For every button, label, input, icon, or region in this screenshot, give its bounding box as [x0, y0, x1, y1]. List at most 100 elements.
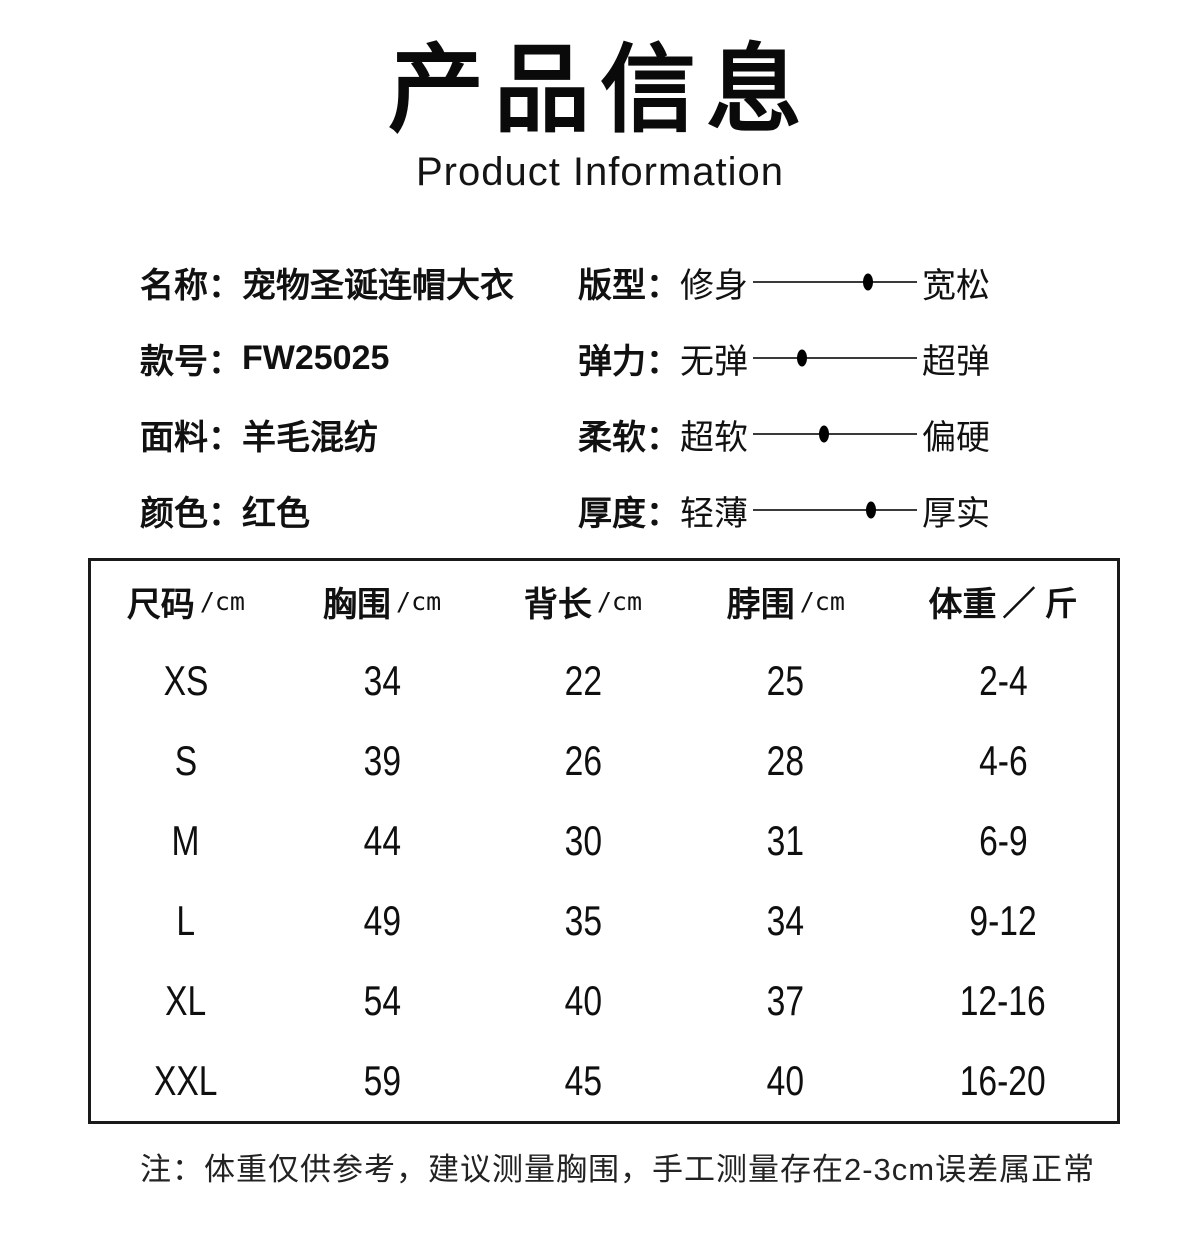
attribute-label: 颜色：	[140, 494, 242, 533]
measurement-value: 34	[363, 657, 401, 705]
attribute-label: 面料：	[140, 418, 242, 457]
page-title: 产品信息	[388, 37, 812, 144]
measurement-cell: 40	[483, 961, 682, 1041]
slider-label: 版型：	[578, 266, 680, 305]
measurement-value: 59	[363, 1057, 401, 1105]
slider-row: 版型： 修身 宽松	[578, 244, 990, 320]
measurement-cell: 44	[281, 801, 484, 881]
column-name: 胸围	[323, 585, 392, 624]
measurement-value: 39	[363, 737, 401, 785]
sliders-list: 版型： 修身 宽松 弹力： 无弹 超弹 柔软： 超软 偏硬 厚度： 轻薄 厚实	[578, 244, 990, 548]
slider-right-term: 厚实	[922, 494, 990, 533]
attribute-value: FW25025	[242, 338, 390, 377]
measurement-value: 44	[363, 817, 401, 865]
measurement-value: 4-6	[978, 737, 1028, 785]
attribute-value: 红色	[242, 494, 310, 533]
measurement-cell: 9-12	[889, 881, 1117, 961]
measurement-cell: 34	[682, 881, 889, 961]
size-label-cell: S	[91, 721, 281, 801]
measurement-cell: 6-9	[889, 801, 1117, 881]
slider-track	[753, 349, 917, 367]
measurement-value: 25	[767, 657, 805, 705]
attributes-list: 名称： 宠物圣诞连帽大衣 款号： FW25025 面料： 羊毛混纺 颜色： 红色	[140, 244, 514, 548]
attribute-label: 款号：	[140, 342, 242, 381]
measurement-cell: 30	[483, 801, 682, 881]
column-unit: /cm	[199, 586, 245, 616]
measurement-value: 49	[363, 897, 401, 945]
measurement-value: 34	[767, 897, 805, 945]
measurement-cell: 26	[483, 721, 682, 801]
column-unit: /cm	[396, 586, 442, 616]
attribute-row: 款号： FW25025	[140, 320, 514, 396]
attribute-value: 羊毛混纺	[242, 418, 378, 457]
measurement-value: 12-16	[960, 977, 1047, 1025]
slider-label: 柔软：	[578, 418, 680, 457]
measurement-value: 2-4	[978, 657, 1028, 705]
table-header-cell: 体重／ 斤	[889, 561, 1117, 641]
slider-track	[753, 425, 917, 443]
slider-left-term: 无弹	[680, 342, 748, 381]
slider-label: 弹力：	[578, 342, 680, 381]
slider-left-term: 轻薄	[680, 494, 748, 533]
table-header-cell: 背长/cm	[483, 561, 682, 641]
measurement-cell: 25	[682, 641, 889, 721]
attribute-row: 名称： 宠物圣诞连帽大衣	[140, 244, 514, 320]
measurement-cell: 16-20	[889, 1041, 1117, 1121]
measurement-cell: 59	[281, 1041, 484, 1121]
slider-dot-icon	[862, 273, 873, 291]
slider-dot-icon	[866, 501, 877, 519]
measurement-cell: 39	[281, 721, 484, 801]
measurement-value: 45	[564, 1057, 602, 1105]
measurement-value: 35	[564, 897, 602, 945]
size-label-cell: XXL	[91, 1041, 281, 1121]
size-label: XXL	[154, 1057, 218, 1105]
info-section: 名称： 宠物圣诞连帽大衣 款号： FW25025 面料： 羊毛混纺 颜色： 红色 版型： 修身宽…	[0, 244, 1200, 548]
slider-left-term: 修身	[680, 266, 748, 305]
measurement-cell: 4-6	[889, 721, 1117, 801]
measurement-value: 30	[564, 817, 602, 865]
size-label-cell: XS	[91, 641, 281, 721]
measurement-value: 22	[564, 657, 602, 705]
measurement-value: 37	[767, 977, 805, 1025]
column-name: 尺码	[126, 585, 195, 624]
column-unit: ／ 斤	[1002, 585, 1078, 623]
table-header-cell: 尺码/cm	[91, 561, 281, 641]
slider-dot-icon	[797, 349, 808, 367]
measurement-cell: 54	[281, 961, 484, 1041]
size-label: S	[174, 737, 198, 785]
size-label-cell: XL	[91, 961, 281, 1041]
column-name: 背长	[523, 585, 592, 624]
measurement-cell: 49	[281, 881, 484, 961]
slider-right-term: 宽松	[922, 266, 990, 305]
slider-row: 厚度： 轻薄 厚实	[578, 472, 990, 548]
column-unit: /cm	[596, 586, 643, 616]
size-label-cell: L	[91, 881, 281, 961]
measurement-cell: 40	[682, 1041, 889, 1121]
product-info-page: 产品信息 Product Information 名称： 宠物圣诞连帽大衣 款号： F…	[0, 36, 1200, 1236]
measurement-cell: 37	[682, 961, 889, 1041]
table-header-cell: 脖围/cm	[682, 561, 889, 641]
measurement-cell: 2-4	[889, 641, 1117, 721]
measurement-cell: 12-16	[889, 961, 1117, 1041]
attribute-row: 颜色： 红色	[140, 472, 514, 548]
page-subtitle: Product Information	[415, 150, 785, 195]
column-name: 体重	[928, 585, 997, 624]
measurement-value: 26	[564, 737, 602, 785]
size-table: 尺码/cm 胸围/cm 背长/cm 脖围/cm 体重／ 斤 XS 34 22 25 2-4 S 39 2…	[88, 558, 1120, 1125]
attribute-row: 面料： 羊毛混纺	[140, 396, 514, 472]
slider-right-term: 偏硬	[922, 418, 990, 457]
slider-dot-icon	[818, 425, 829, 443]
measurement-value: 40	[564, 977, 602, 1025]
measurement-value: 9-12	[969, 897, 1037, 945]
note-text: 注：体重仅供参考，建议测量胸围，手工测量存在2-3cm误差属正常	[140, 1152, 1096, 1188]
measurement-cell: 31	[682, 801, 889, 881]
attribute-label: 名称：	[140, 266, 242, 305]
size-label: L	[176, 897, 196, 945]
measurement-cell: 35	[483, 881, 682, 961]
measurement-value: 6-9	[978, 817, 1028, 865]
measurement-value: 40	[767, 1057, 805, 1105]
measurement-cell: 22	[483, 641, 682, 721]
slider-row: 柔软： 超软 偏硬	[578, 396, 990, 472]
size-label: XS	[163, 657, 209, 705]
size-label: M	[171, 817, 200, 865]
